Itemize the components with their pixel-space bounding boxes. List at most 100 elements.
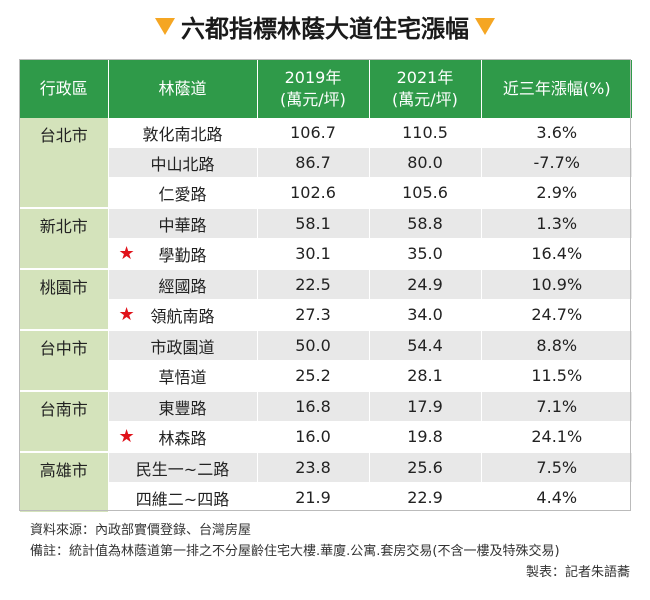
price-2021-cell: 17.9	[369, 391, 482, 422]
price-2021-cell: 22.9	[369, 482, 482, 514]
road-cell: 草悟道	[108, 360, 258, 392]
table-row: ★ 領航南路 27.3 34.0 24.7%	[20, 299, 632, 331]
change-cell: 3.6%	[481, 118, 632, 148]
price-2021-cell: 105.6	[369, 177, 482, 209]
road-name: 林森路	[158, 428, 207, 448]
table-row: 高雄市 民生一~二路 23.8 25.6 7.5%	[20, 452, 632, 514]
price-2021-cell: 28.1	[369, 360, 482, 392]
road-cell: 經國路	[108, 269, 258, 300]
price-2021-cell: 110.5	[369, 118, 482, 148]
price-2019-cell: 86.7	[257, 147, 370, 178]
header-change: 近三年漲幅(%)	[481, 60, 632, 118]
title-text: 六都指標林蔭大道住宅漲幅	[181, 14, 469, 43]
price-2019-cell: 25.2	[257, 360, 370, 392]
road-cell: 仁愛路	[108, 177, 258, 209]
header-district: 行政區	[20, 60, 109, 118]
district-cell: 桃園市	[20, 269, 109, 331]
price-2019-cell: 102.6	[257, 177, 370, 209]
price-2019-cell: 106.7	[257, 118, 370, 148]
price-2019-cell: 16.0	[257, 421, 370, 453]
price-2019-cell: 22.5	[257, 269, 370, 300]
district-cell: 台中市	[20, 330, 109, 392]
price-2019-cell: 16.8	[257, 391, 370, 422]
price-2019-cell: 58.1	[257, 208, 370, 239]
table-row: 台北市 敦化南北路 106.7 110.5 3.6%	[20, 118, 632, 209]
triangle-down-icon	[155, 17, 175, 35]
footnotes: 資料來源：內政部實價登錄、台灣房屋 備註：統計值為林蔭道第一排之不分屋齡住宅大樓…	[30, 520, 630, 583]
road-name: 中華路	[158, 215, 207, 235]
price-2019-cell: 50.0	[257, 330, 370, 361]
price-2021-cell: 58.8	[369, 208, 482, 239]
price-2021-cell: 19.8	[369, 421, 482, 453]
table-row: 桃園市 經國路 22.5 24.9 10.9%	[20, 269, 632, 331]
price-2019-cell: 30.1	[257, 238, 370, 270]
district-cell: 台南市	[20, 391, 109, 453]
road-name: 市政園道	[150, 337, 215, 357]
change-cell: 7.1%	[481, 391, 632, 422]
change-cell: 1.3%	[481, 208, 632, 239]
source-note: 資料來源：內政部實價登錄、台灣房屋	[30, 523, 252, 538]
table-row: 草悟道 25.2 28.1 11.5%	[20, 360, 632, 392]
road-name: 草悟道	[158, 367, 207, 387]
price-2021-cell: 35.0	[369, 238, 482, 270]
table-row: ★ 林森路 16.0 19.8 24.1%	[20, 421, 632, 453]
header-2019: 2019年 (萬元/坪)	[257, 60, 370, 118]
road-cell: 東豐路	[108, 391, 258, 422]
table-row: 四維二~四路 21.9 22.9 4.4%	[20, 482, 632, 514]
road-name: 東豐路	[158, 398, 207, 418]
change-cell: 24.1%	[481, 421, 632, 453]
price-2021-cell: 24.9	[369, 269, 482, 300]
road-cell: ★ 學勤路	[108, 238, 258, 270]
road-name: 中山北路	[150, 154, 215, 174]
page-title: 六都指標林蔭大道住宅漲幅	[0, 8, 650, 44]
price-2021-cell: 54.4	[369, 330, 482, 361]
road-name: 民生一~二路	[135, 459, 230, 479]
change-cell: 8.8%	[481, 330, 632, 361]
remark-note: 備註：統計值為林蔭道第一排之不分屋齡住宅大樓.華廈.公寓.套房交易(不含一樓及特…	[30, 544, 560, 559]
price-2021-cell: 25.6	[369, 452, 482, 483]
table-row: 新北市 中華路 58.1 58.8 1.3%	[20, 208, 632, 270]
change-cell: 4.4%	[481, 482, 632, 514]
road-name: 四維二~四路	[135, 489, 230, 509]
price-2021-cell: 34.0	[369, 299, 482, 331]
table-row: 中山北路 86.7 80.0 -7.7%	[20, 147, 632, 178]
change-cell: 2.9%	[481, 177, 632, 209]
change-cell: -7.7%	[481, 147, 632, 178]
road-cell: ★ 領航南路	[108, 299, 258, 331]
table-row: 台南市 東豐路 16.8 17.9 7.1%	[20, 391, 632, 453]
header-2021: 2021年 (萬元/坪)	[369, 60, 482, 118]
road-cell: 中山北路	[108, 147, 258, 178]
header-road: 林蔭道	[108, 60, 258, 118]
price-2019-cell: 23.8	[257, 452, 370, 483]
table-row: 台中市 市政園道 50.0 54.4 8.8%	[20, 330, 632, 392]
table-row: 仁愛路 102.6 105.6 2.9%	[20, 177, 632, 209]
star-icon: ★	[118, 303, 135, 325]
road-name: 領航南路	[150, 306, 215, 326]
district-cell: 高雄市	[20, 452, 109, 514]
change-cell: 7.5%	[481, 452, 632, 483]
change-cell: 24.7%	[481, 299, 632, 331]
change-cell: 10.9%	[481, 269, 632, 300]
table-header-row: 行政區 林蔭道 2019年 (萬元/坪) 2021年 (萬元/坪) 近三年漲幅(%)	[20, 60, 632, 118]
road-name: 學勤路	[158, 245, 207, 265]
district-cell: 台北市	[20, 118, 109, 209]
road-cell: 民生一~二路	[108, 452, 258, 483]
credit-note: 製表：記者朱語蕎	[525, 565, 630, 580]
road-cell: 四維二~四路	[108, 482, 258, 514]
road-name: 仁愛路	[158, 184, 207, 204]
price-2019-cell: 21.9	[257, 482, 370, 514]
road-name: 敦化南北路	[142, 124, 223, 144]
road-name: 經國路	[158, 276, 207, 296]
price-2019-cell: 27.3	[257, 299, 370, 331]
road-cell: ★ 林森路	[108, 421, 258, 453]
road-cell: 市政園道	[108, 330, 258, 361]
star-icon: ★	[118, 425, 135, 447]
road-cell: 中華路	[108, 208, 258, 239]
district-cell: 新北市	[20, 208, 109, 270]
table-row: ★ 學勤路 30.1 35.0 16.4%	[20, 238, 632, 270]
price-table: 行政區 林蔭道 2019年 (萬元/坪) 2021年 (萬元/坪) 近三年漲幅(%)…	[20, 60, 632, 514]
change-cell: 11.5%	[481, 360, 632, 392]
triangle-down-icon	[475, 17, 495, 35]
star-icon: ★	[118, 242, 135, 264]
price-2021-cell: 80.0	[369, 147, 482, 178]
